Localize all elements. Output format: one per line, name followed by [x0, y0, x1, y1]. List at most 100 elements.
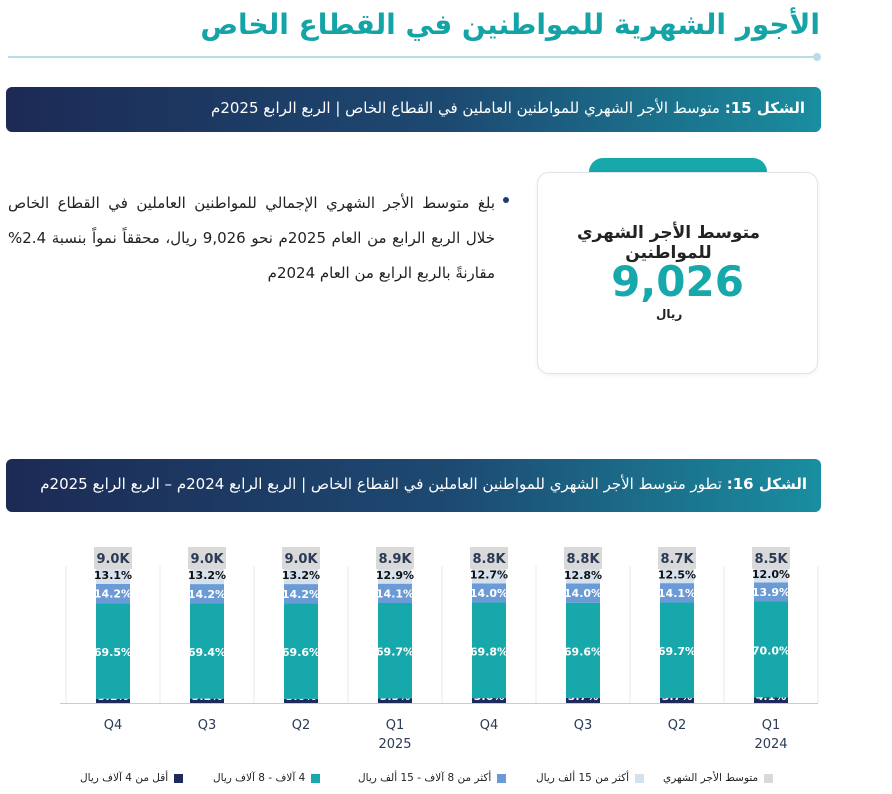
bar-segment	[660, 697, 694, 703]
bar-segment-label: 14.0%	[564, 587, 602, 600]
bar-segment-label: 69.5%	[94, 646, 132, 659]
bar-segment	[96, 566, 130, 584]
bar-segment	[378, 602, 412, 699]
average-wage-label: 8.8K	[566, 552, 600, 567]
x-tick-label: Q4	[480, 718, 499, 733]
average-wage-label: 8.5K	[754, 552, 788, 567]
bar-segment	[472, 583, 506, 603]
average-wage-box	[564, 547, 602, 569]
legend-swatch	[764, 773, 774, 783]
figure-15-title: متوسط الأجر الشهري للمواطنين العاملين في…	[211, 99, 720, 117]
bar-segment	[566, 566, 600, 584]
bar-segment-label: 14.2%	[94, 588, 132, 601]
bar-segment	[660, 602, 694, 698]
legend-item: متوسط الأجر الشهري	[663, 770, 774, 786]
bar-segment-label: 69.6%	[564, 645, 602, 658]
figure-15-banner: الشكل 15: متوسط الأجر الشهري للمواطنين ا…	[6, 87, 821, 132]
x-tick-year-label: 2024	[754, 737, 787, 752]
bar-segment	[566, 602, 600, 698]
bar-segment	[284, 584, 318, 604]
average-wage-label: 9.0K	[190, 552, 224, 567]
legend-item: أكثر من 8 آلاف - 15 ألف ريال	[358, 770, 507, 786]
bar-segment	[190, 584, 224, 604]
bar-segment-label: 69.6%	[282, 646, 320, 659]
summary-bullet-text: بلغ متوسط الأجر الشهري الإجمالي للمواطني…	[8, 194, 495, 282]
bar-segment	[566, 583, 600, 603]
average-wage-label: 8.9K	[378, 552, 412, 567]
average-wage-box	[282, 547, 320, 569]
figure-16-banner: الشكل 16: تطور متوسط الأجر الشهري للمواط…	[6, 459, 821, 512]
average-wage-label: 8.7K	[660, 552, 694, 567]
bar-segment	[96, 698, 130, 703]
legend-label: 4 آلاف - 8 آلاف ريال	[213, 772, 306, 784]
bar-segment	[378, 583, 412, 603]
average-wage-box	[376, 547, 414, 569]
bar-segment	[190, 603, 224, 699]
bar-segment-label: 13.2%	[282, 569, 320, 582]
bullet-dot-icon	[503, 197, 509, 203]
kpi-card: متوسط الأجر الشهري للمواطنين 9,026 ريال	[537, 172, 818, 374]
legend-label: متوسط الأجر الشهري	[663, 772, 759, 784]
legend-item: 4 آلاف - 8 آلاف ريال	[213, 770, 321, 786]
bar-segment	[472, 602, 506, 699]
legend-label: أكثر من 15 ألف ريال	[536, 772, 630, 784]
bar-segment-label: 14.1%	[658, 587, 696, 600]
bar-segment	[378, 698, 412, 703]
figure-16-title: تطور متوسط الأجر الشهري للمواطنين العامل…	[40, 475, 722, 493]
figure-16-label: الشكل 16:	[726, 475, 807, 493]
average-wage-box	[188, 547, 226, 569]
bar-segment	[754, 566, 788, 583]
bar-segment	[472, 566, 506, 584]
legend-swatch	[635, 773, 645, 783]
average-wage-label: 9.0K	[284, 552, 318, 567]
bar-segment	[754, 601, 788, 698]
bar-segment-label: 13.2%	[188, 569, 226, 582]
average-wage-label: 9.0K	[96, 552, 130, 567]
bar-segment-label: 12.7%	[470, 569, 508, 582]
title-divider-dot	[813, 53, 821, 61]
legend-label: أقل من 4 آلاف ريال	[80, 772, 169, 784]
bar-segment-label: 12.0%	[752, 568, 790, 581]
x-tick-label: Q2	[668, 718, 687, 733]
legend-swatch	[174, 773, 184, 783]
x-tick-year-label: 2025	[378, 737, 411, 752]
bar-segment	[660, 566, 694, 584]
legend-swatch	[497, 773, 507, 783]
bar-segment-label: 14.2%	[282, 588, 320, 601]
bar-segment	[660, 583, 694, 603]
bar-segment	[284, 603, 318, 699]
average-wage-box	[94, 547, 132, 569]
kpi-title: متوسط الأجر الشهري للمواطنين	[576, 223, 761, 263]
average-wage-box	[658, 547, 696, 569]
bar-segment-label: 70.0%	[752, 644, 790, 657]
average-wage-box	[752, 547, 790, 569]
bar-segment-label: 12.5%	[658, 569, 696, 582]
x-tick-label: Q3	[574, 718, 593, 733]
bar-segment-label: 13.9%	[752, 586, 790, 599]
x-tick-label: Q1	[386, 718, 405, 733]
bar-segment-label: 12.9%	[376, 569, 414, 582]
bar-segment-label: 14.2%	[188, 588, 226, 601]
bar-segment	[472, 698, 506, 703]
bar-segment	[96, 603, 130, 699]
legend-swatch	[311, 773, 321, 783]
bar-segment	[190, 698, 224, 703]
bar-segment	[190, 566, 224, 585]
bar-segment-label: 14.1%	[376, 587, 414, 600]
bar-segment	[754, 582, 788, 602]
bar-segment-label: 69.8%	[470, 645, 508, 658]
bar-segment	[378, 566, 412, 584]
chart-legend: أقل من 4 آلاف ريال 4 آلاف - 8 آلاف ريال أك…	[8, 770, 798, 788]
legend-item: أكثر من 15 ألف ريال	[536, 770, 645, 786]
average-wage-box	[470, 547, 508, 569]
bar-segment-label: 69.7%	[658, 645, 696, 658]
x-tick-label: Q2	[292, 718, 311, 733]
kpi-unit: ريال	[656, 307, 683, 321]
title-divider	[8, 56, 816, 58]
bar-segment-label: 12.8%	[564, 569, 602, 582]
x-tick-label: Q3	[198, 718, 217, 733]
bar-segment	[96, 583, 130, 604]
x-tick-label: Q1	[762, 718, 781, 733]
x-tick-label: Q4	[104, 718, 123, 733]
